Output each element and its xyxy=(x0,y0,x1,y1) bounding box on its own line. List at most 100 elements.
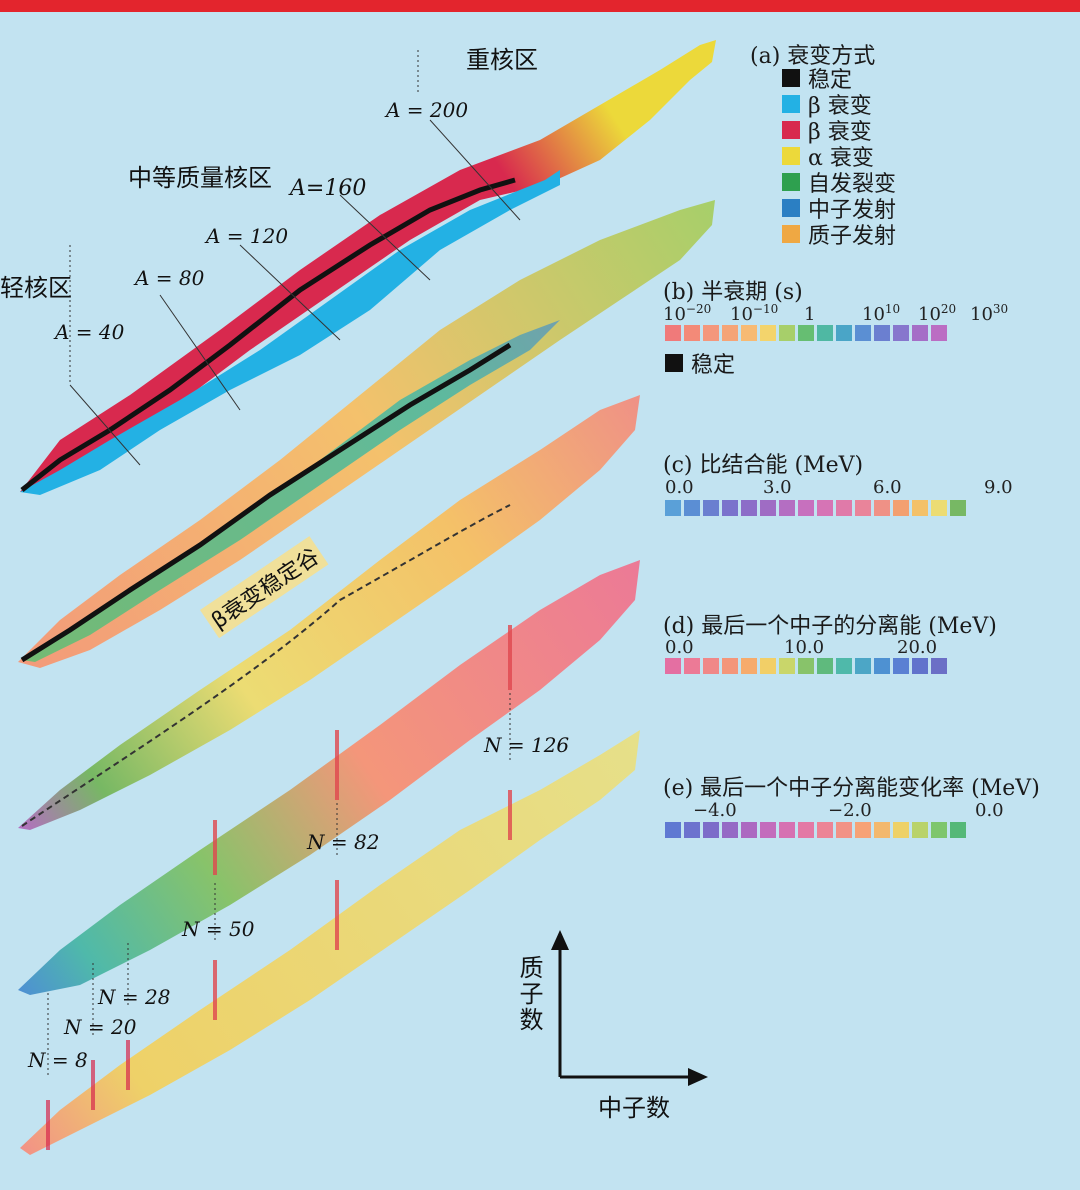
colorscale-cell xyxy=(684,658,700,674)
legend-a-item: 稳定 xyxy=(782,62,852,94)
chart-e-band xyxy=(20,730,640,1155)
mass-label-200: A = 200 xyxy=(386,98,469,122)
legend-a-item: 质子发射 xyxy=(782,218,896,250)
colorscale-cell xyxy=(703,500,719,516)
n-label-28: N = 28 xyxy=(98,985,171,1009)
colorscale-cell xyxy=(855,658,871,674)
colorscale-cell xyxy=(722,658,738,674)
legend-a-item-label: 自发裂变 xyxy=(808,172,897,197)
legend-a-item-label: β 衰变 xyxy=(808,120,872,145)
legend-b-tick-1: 10−10 xyxy=(730,302,779,325)
legend-swatch xyxy=(782,173,800,191)
legend-d-tick-1: 10.0 xyxy=(784,637,825,658)
legend-b-tick-4: 1020 xyxy=(918,302,957,325)
colorscale-cell xyxy=(893,822,909,838)
colorscale-cell xyxy=(779,822,795,838)
colorscale-cell xyxy=(874,658,890,674)
colorscale-cell xyxy=(874,325,890,341)
colorscale-cell xyxy=(893,500,909,516)
mass-label-120: A = 120 xyxy=(206,224,289,248)
legend-c-tick-0: 0.0 xyxy=(665,477,694,498)
legend-c-tick-2: 6.0 xyxy=(873,477,902,498)
colorscale-cell xyxy=(741,658,757,674)
colorscale-cell xyxy=(741,822,757,838)
legend-b-stable-label: 稳定 xyxy=(691,353,736,378)
legend-swatch xyxy=(782,199,800,217)
colorscale-cell xyxy=(931,822,947,838)
colorscale-cell xyxy=(912,658,928,674)
chart-b-stable-line xyxy=(20,342,512,663)
legend-d-tick-2: 20.0 xyxy=(897,637,938,658)
colorscale-cell xyxy=(912,500,928,516)
legend-b-tick-0: 10−20 xyxy=(663,302,712,325)
colorscale-cell xyxy=(684,325,700,341)
colorscale-cell xyxy=(855,822,871,838)
colorscale-cell xyxy=(779,325,795,341)
axis-arrows xyxy=(551,930,708,1086)
legend-a-title: (a) 衰变方式 xyxy=(750,44,876,69)
region-medium: 中等质量核区 xyxy=(128,164,272,192)
colorscale-cell xyxy=(931,658,947,674)
colorscale-cell xyxy=(798,822,814,838)
colorscale-cell xyxy=(817,500,833,516)
chart-a-neutron-rich-band xyxy=(20,170,560,495)
colorscale-cell xyxy=(665,822,681,838)
legend-a-item-label: α 衰变 xyxy=(808,146,874,171)
colorscale-cell xyxy=(722,822,738,838)
legend-a-item: 中子发射 xyxy=(782,192,896,224)
colorscale-cell xyxy=(874,500,890,516)
legend-a-item-label: 稳定 xyxy=(808,68,853,93)
chart-c-band xyxy=(18,395,640,830)
colorscale-cell xyxy=(798,658,814,674)
legend-a-item-label: 中子发射 xyxy=(808,198,897,223)
colorscale-cell xyxy=(950,500,966,516)
region-heavy: 重核区 xyxy=(466,46,538,74)
y-axis-label: 质子数 xyxy=(515,955,543,1033)
chart-c-binding-energy xyxy=(18,395,640,830)
n-label-50: N = 50 xyxy=(182,917,255,941)
legend-b-stable: 稳定 xyxy=(665,347,735,379)
colorscale-cell xyxy=(760,822,776,838)
mass-label-40: A = 40 xyxy=(55,320,125,344)
colorscale-cell xyxy=(950,822,966,838)
colorscale-cell xyxy=(722,500,738,516)
chart-d-band xyxy=(18,560,640,995)
colorscale-cell xyxy=(665,325,681,341)
legend-c-title: (c) 比结合能 (MeV) xyxy=(663,453,864,478)
legend-d-title: (d) 最后一个中子的分离能 (MeV) xyxy=(663,614,997,639)
legend-e-tick-2: 0.0 xyxy=(975,800,1004,821)
colorscale-cell xyxy=(703,658,719,674)
chart-e-separation-rate xyxy=(20,730,640,1155)
legend-a-item: α 衰变 xyxy=(782,140,874,172)
n-label-82: N = 82 xyxy=(307,830,380,854)
legend-e-tick-1: −2.0 xyxy=(828,800,872,821)
colorscale-cell xyxy=(893,658,909,674)
legend-d-colorscale xyxy=(665,658,950,674)
legend-a-item: β 衰变 xyxy=(782,88,872,120)
valley-curve xyxy=(21,504,511,827)
colorscale-cell xyxy=(760,658,776,674)
legend-b-tick-5: 1030 xyxy=(970,302,1009,325)
colorscale-cell xyxy=(741,325,757,341)
legend-e-tick-0: −4.0 xyxy=(693,800,737,821)
colorscale-cell xyxy=(893,325,909,341)
n-label-20: N = 20 xyxy=(64,1015,137,1039)
legend-b-tick-3: 1010 xyxy=(862,302,901,325)
colorscale-cell xyxy=(684,822,700,838)
colorscale-cell xyxy=(684,500,700,516)
n-label-8: N = 8 xyxy=(28,1048,88,1072)
colorscale-cell xyxy=(817,658,833,674)
legend-a-item: 自发裂变 xyxy=(782,166,896,198)
legend-c-colorscale xyxy=(665,500,969,516)
colorscale-cell xyxy=(836,500,852,516)
chart-b-long-lived-core xyxy=(22,320,560,662)
colorscale-cell xyxy=(798,500,814,516)
magic-number-guides xyxy=(47,690,511,1075)
legend-swatch xyxy=(782,225,800,243)
mass-label-160: A=160 xyxy=(290,176,367,201)
legend-swatch xyxy=(782,147,800,165)
colorscale-cell xyxy=(836,325,852,341)
legend-a-item: β 衰变 xyxy=(782,114,872,146)
stable-swatch xyxy=(665,354,683,372)
